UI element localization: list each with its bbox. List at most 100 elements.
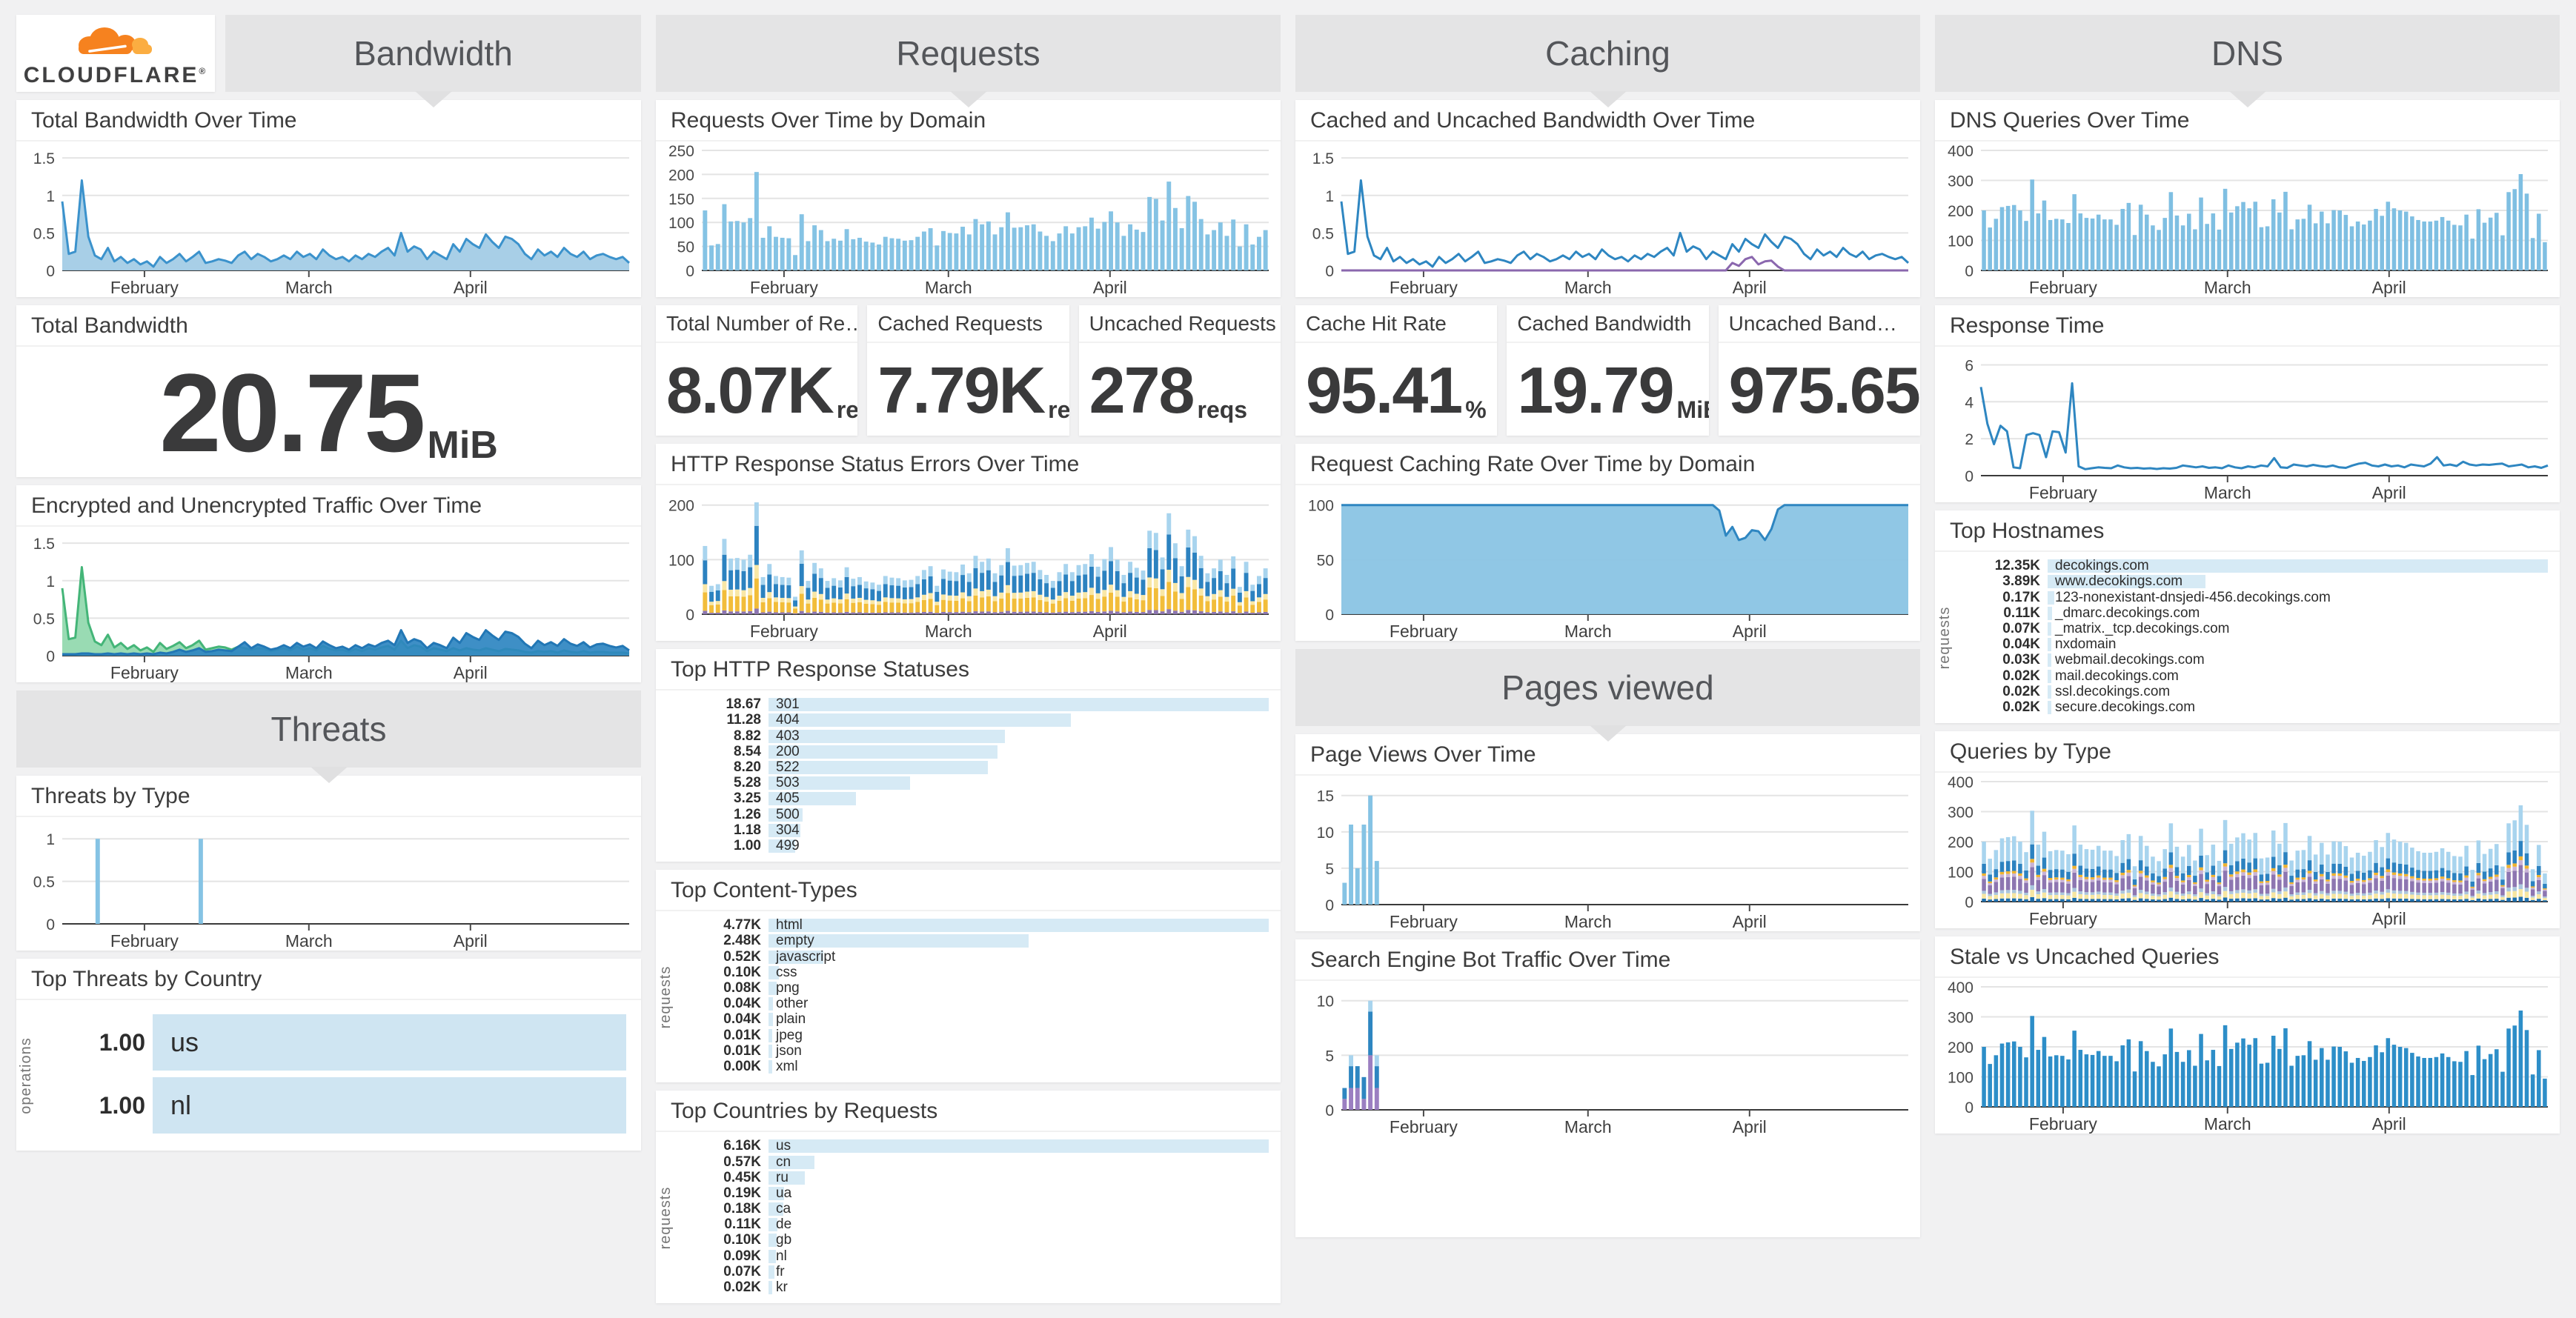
list-row[interactable]: 0.01K jpeg xyxy=(678,1028,1269,1043)
list-row[interactable]: 0.10K gb xyxy=(678,1232,1269,1248)
row-label: ca xyxy=(776,1201,791,1217)
list-row[interactable]: 1.00 us xyxy=(42,1014,626,1071)
svg-text:0.5: 0.5 xyxy=(33,874,55,891)
row-value: 0.04K xyxy=(723,996,761,1012)
requests-bar-chart[interactable]: 0 50 100 150 200 250 February March April xyxy=(656,142,1281,297)
queries-by-type-stacked-chart[interactable]: 0 100 200 300 400 February March April xyxy=(1935,773,2560,928)
list-row[interactable]: 3.89K www.decokings.com xyxy=(1957,573,2548,589)
panel-title: Request Caching Rate Over Time by Domain xyxy=(1295,444,1920,485)
list-row[interactable]: 0.08K png xyxy=(678,980,1269,996)
list-row[interactable]: 5.28 503 xyxy=(678,775,1269,791)
row-value: 8.20 xyxy=(734,759,761,775)
list-row[interactable]: 11.28 404 xyxy=(678,712,1269,728)
list-row[interactable]: 0.17K 123-nonexistant-dnsjedi-456.decokin… xyxy=(1957,590,2548,605)
top-hostnames-list: requests 12.35K decokings.com 3.89K www.deco… xyxy=(1935,552,2560,723)
list-row[interactable]: 1.26 500 xyxy=(678,807,1269,822)
row-value: 0.07K xyxy=(723,1263,761,1279)
row-value: 4.77K xyxy=(723,917,761,933)
row-value: 0.18K xyxy=(723,1201,761,1217)
list-row[interactable]: 0.04K plain xyxy=(678,1011,1269,1027)
cloudflare-logo[interactable]: CLOUDFLARE® xyxy=(16,15,215,92)
row-bar xyxy=(769,919,1269,933)
svg-text:200: 200 xyxy=(1948,1039,1974,1056)
total-bandwidth-area-chart[interactable]: 0 0.5 1 1.5 February March April xyxy=(16,142,641,297)
row-label: ssl.decokings.com xyxy=(2055,683,2171,699)
encrypted-traffic-area-chart[interactable]: 0 0.5 1 1.5 February March April xyxy=(16,527,641,682)
list-row[interactable]: 8.54 200 xyxy=(678,744,1269,759)
list-row[interactable]: 12.35K decokings.com xyxy=(1957,558,2548,573)
list-row[interactable]: 0.10K css xyxy=(678,964,1269,980)
svg-text:100: 100 xyxy=(1948,865,1974,882)
row-bar xyxy=(769,776,910,791)
list-row[interactable]: 0.11K de xyxy=(678,1217,1269,1232)
list-row[interactable]: 0.02K ssl.decokings.com xyxy=(1957,683,2548,699)
list-row[interactable]: 2.48K empty xyxy=(678,933,1269,948)
list-row[interactable]: 1.00 499 xyxy=(678,837,1269,853)
card-response-time: Response Time 0 2 4 6 February March April xyxy=(1935,305,2560,502)
svg-text:April: April xyxy=(454,278,488,297)
list-row[interactable]: 0.19K ua xyxy=(678,1185,1269,1201)
card-top-threats-by-country: Top Threats by Country operations 1.00 us 1… xyxy=(16,959,641,1151)
list-row[interactable]: 0.07K fr xyxy=(678,1263,1269,1279)
list-row[interactable]: 0.02K secure.decokings.com xyxy=(1957,699,2548,715)
list-row[interactable]: 3.25 405 xyxy=(678,791,1269,806)
cached-uncached-line-chart[interactable]: 0 0.5 1 1.5 February March April xyxy=(1295,142,1920,297)
svg-text:February: February xyxy=(2029,1114,2098,1134)
list-row[interactable]: 1.00 nl xyxy=(42,1077,626,1134)
list-row[interactable]: 0.00K xml xyxy=(678,1059,1269,1074)
svg-text:February: February xyxy=(2029,278,2098,297)
svg-text:1: 1 xyxy=(46,188,55,205)
caching-rate-area-chart[interactable]: 0 50 100 February March April xyxy=(1295,485,1920,641)
row-bar xyxy=(153,1077,626,1134)
list-row[interactable]: 0.07K _matrix._tcp.decokings.com xyxy=(1957,621,2548,636)
svg-text:0.5: 0.5 xyxy=(33,225,55,242)
svg-text:0: 0 xyxy=(1325,1102,1334,1119)
page-views-bar-chart[interactable]: 0 5 10 15 February March April xyxy=(1295,776,1920,931)
row-bar xyxy=(769,997,773,1011)
svg-text:1.5: 1.5 xyxy=(1312,150,1334,167)
row-bar xyxy=(769,698,1269,712)
list-row[interactable]: 1.18 304 xyxy=(678,822,1269,838)
list-row[interactable]: 0.45K ru xyxy=(678,1170,1269,1185)
search-bot-stacked-chart[interactable]: 0 5 10 February March April xyxy=(1295,981,1920,1136)
list-row[interactable]: 0.18K ca xyxy=(678,1201,1269,1217)
svg-text:March: March xyxy=(2204,1114,2251,1134)
stat-title: Cached Bandwidth xyxy=(1507,305,1709,343)
stale-queries-bar-chart[interactable]: 0 100 200 300 400 February March April xyxy=(1935,978,2560,1134)
list-row[interactable]: 0.04K nxdomain xyxy=(1957,636,2548,652)
list-row[interactable]: 0.09K nl xyxy=(678,1248,1269,1264)
card-top-hostnames: Top Hostnames requests 12.35K decokings.co… xyxy=(1935,510,2560,724)
list-row[interactable]: 0.03K webmail.decokings.com xyxy=(1957,652,2548,668)
row-value: 1.00 xyxy=(734,837,761,853)
list-row[interactable]: 8.82 403 xyxy=(678,728,1269,744)
stat-cached-bandwidth: Cached Bandwidth 19.79MiB xyxy=(1507,305,1709,436)
list-row[interactable]: 0.57K cn xyxy=(678,1154,1269,1170)
svg-text:March: March xyxy=(1564,912,1612,931)
caching-stats-row: Cache Hit Rate 95.41% Cached Bandwidth 1… xyxy=(1295,305,1920,436)
row-label: mail.decokings.com xyxy=(2055,668,2179,684)
list-row[interactable]: 18.67 301 xyxy=(678,696,1269,712)
list-row[interactable]: 0.11K _dmarc.decokings.com xyxy=(1957,605,2548,621)
list-row[interactable]: 8.20 522 xyxy=(678,759,1269,775)
svg-text:April: April xyxy=(2372,909,2406,928)
threats-by-type-bar-chart[interactable]: 0 0.5 1 February March April xyxy=(16,817,641,951)
list-row[interactable]: 6.16K us xyxy=(678,1138,1269,1154)
http-errors-stacked-chart[interactable]: 0 100 200 February March April xyxy=(656,485,1281,641)
list-row[interactable]: 4.77K html xyxy=(678,917,1269,933)
list-row[interactable]: 0.02K mail.decokings.com xyxy=(1957,668,2548,684)
response-time-line-chart[interactable]: 0 2 4 6 February March April xyxy=(1935,347,2560,502)
stat-unit: reqs xyxy=(1048,396,1069,423)
row-label: css xyxy=(776,964,797,980)
dns-queries-bar-chart[interactable]: 0 100 200 300 400 February March April xyxy=(1935,142,2560,297)
card-blank-area xyxy=(1295,1136,1920,1237)
row-label: javascript xyxy=(776,948,836,965)
svg-text:February: February xyxy=(750,278,819,297)
list-row[interactable]: 0.04K other xyxy=(678,996,1269,1012)
list-row[interactable]: 0.52K javascript xyxy=(678,948,1269,965)
row-bar xyxy=(769,1044,772,1058)
row-label: png xyxy=(776,980,800,996)
row-label: kr xyxy=(776,1279,788,1295)
list-row[interactable]: 0.01K json xyxy=(678,1043,1269,1059)
panel-title: Cached and Uncached Bandwidth Over Time xyxy=(1295,100,1920,142)
svg-text:4: 4 xyxy=(1965,394,1974,411)
